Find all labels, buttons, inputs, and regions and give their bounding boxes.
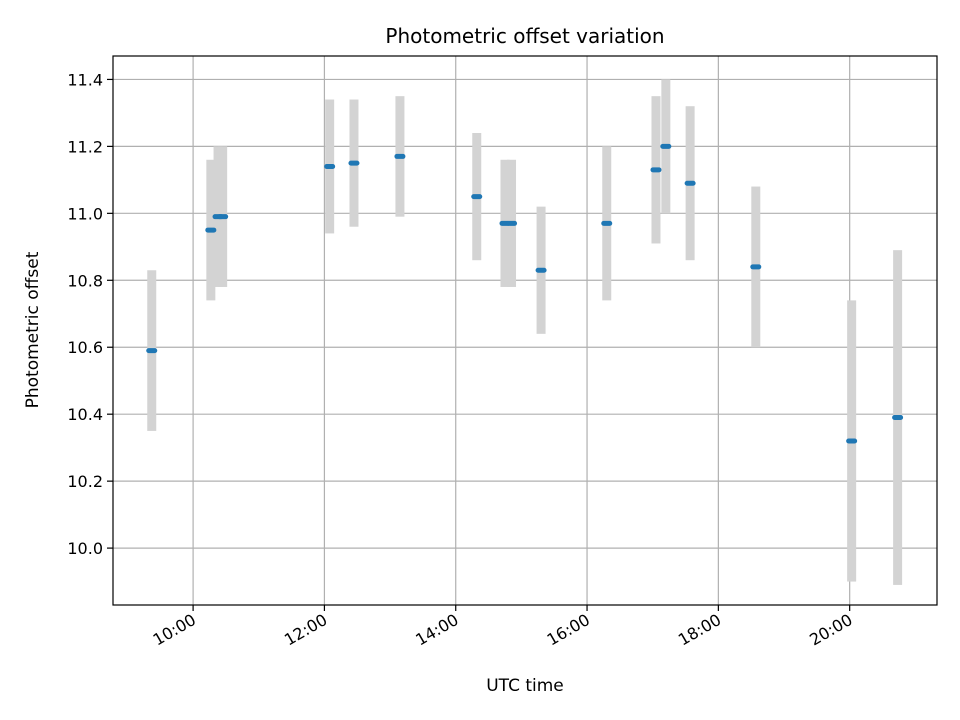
data-point: [394, 153, 406, 159]
data-point: [205, 227, 217, 233]
data-point: [146, 348, 158, 354]
data-point: [324, 163, 336, 169]
data-point: [535, 267, 547, 273]
data-point: [892, 415, 904, 421]
data-point: [846, 438, 858, 444]
data-point: [217, 214, 229, 220]
data-point: [660, 143, 672, 149]
data-points: [146, 143, 904, 444]
y-tick-label: 10.2: [67, 472, 103, 491]
y-tick-label: 11.2: [67, 137, 103, 156]
plot-frame: [112, 55, 938, 606]
data-point: [601, 220, 613, 226]
data-point: [750, 264, 762, 270]
x-axis-title: UTC time: [486, 676, 564, 696]
chart-title: Photometric offset variation: [385, 24, 664, 48]
data-point: [506, 220, 518, 226]
data-point: [471, 194, 483, 200]
y-axis-ticks: 10.0 10.2 10.4 10.6 10.8 11.0 11.2 11.4: [67, 70, 113, 558]
y-tick-label: 11.4: [67, 70, 103, 89]
y-tick-label: 10.4: [67, 405, 103, 424]
y-tick-label: 11.0: [67, 204, 103, 223]
data-point: [650, 167, 662, 173]
data-point: [684, 180, 696, 186]
y-axis-title: Photometric offset: [23, 251, 43, 408]
y-tick-label: 10.8: [67, 271, 103, 290]
data-point: [348, 160, 360, 166]
y-tick-label: 10.6: [67, 338, 103, 357]
y-tick-label: 10.0: [67, 539, 103, 558]
